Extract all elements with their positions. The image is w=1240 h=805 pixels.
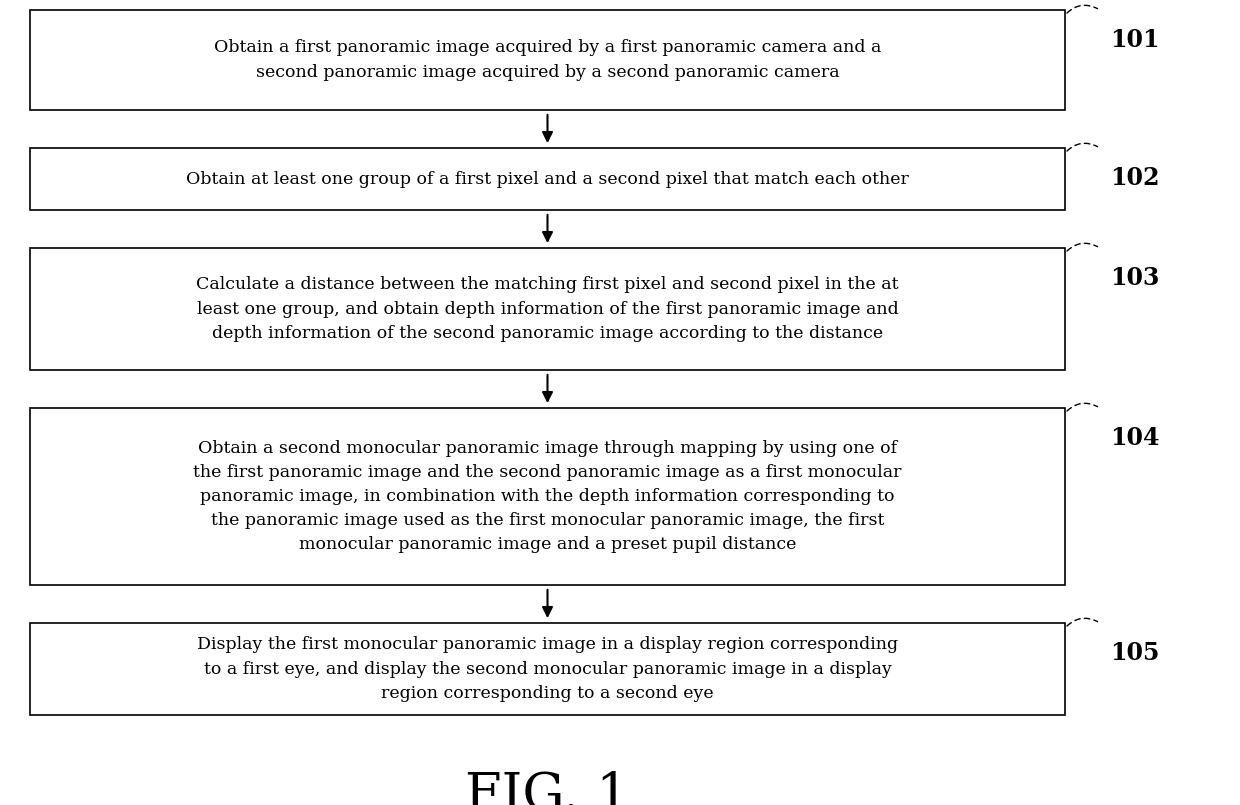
FancyBboxPatch shape <box>30 408 1065 585</box>
Text: 101: 101 <box>1110 28 1159 52</box>
Text: Calculate a distance between the matching first pixel and second pixel in the at: Calculate a distance between the matchin… <box>196 276 899 341</box>
Text: 102: 102 <box>1110 166 1159 190</box>
FancyBboxPatch shape <box>30 248 1065 370</box>
Text: 105: 105 <box>1110 641 1159 665</box>
Text: Display the first monocular panoramic image in a display region corresponding
to: Display the first monocular panoramic im… <box>197 636 898 702</box>
Text: FIG. 1: FIG. 1 <box>465 770 630 805</box>
Text: Obtain a first panoramic image acquired by a first panoramic camera and a
second: Obtain a first panoramic image acquired … <box>213 39 882 80</box>
FancyBboxPatch shape <box>30 148 1065 210</box>
Text: 103: 103 <box>1110 266 1159 290</box>
FancyBboxPatch shape <box>30 623 1065 715</box>
Text: 104: 104 <box>1110 426 1159 450</box>
Text: Obtain a second monocular panoramic image through mapping by using one of
the fi: Obtain a second monocular panoramic imag… <box>193 440 901 553</box>
Text: Obtain at least one group of a first pixel and a second pixel that match each ot: Obtain at least one group of a first pix… <box>186 171 909 188</box>
FancyBboxPatch shape <box>30 10 1065 110</box>
